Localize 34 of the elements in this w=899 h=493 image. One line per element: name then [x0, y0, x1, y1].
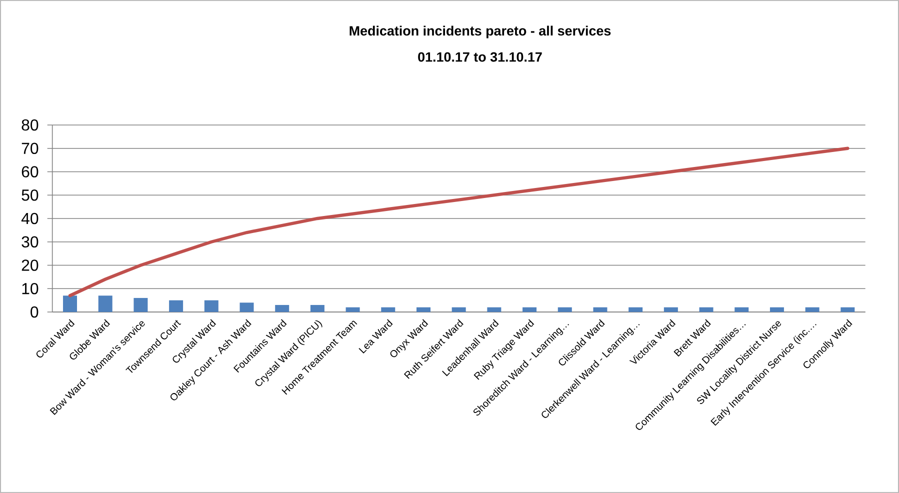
bar [558, 307, 572, 312]
y-tick-label: 70 [22, 142, 38, 154]
y-tick-label: 0 [30, 306, 38, 318]
y-tick-label: 10 [22, 282, 38, 294]
y-tick-label: 80 [22, 119, 38, 131]
y-tick-label: 20 [22, 260, 38, 271]
bar [699, 307, 714, 312]
bar [664, 307, 678, 312]
chart-title: Medication incidents pareto - all services [350, 26, 611, 38]
bar [134, 298, 148, 312]
bar [98, 296, 112, 312]
y-tick-label: 50 [22, 189, 38, 201]
bar [487, 307, 502, 312]
bar [63, 296, 78, 312]
bar [346, 307, 360, 312]
bar [770, 307, 784, 312]
bar [275, 304, 290, 312]
bar [628, 307, 643, 312]
bar [416, 307, 430, 312]
bar [522, 307, 537, 312]
bar [840, 307, 855, 312]
bar [240, 302, 254, 312]
chart-subtitle: 01.10.17 to 31.10.17 [418, 52, 542, 62]
bar [310, 304, 324, 312]
bar [169, 300, 184, 312]
y-tick-label: 30 [22, 236, 38, 248]
bar [452, 307, 466, 312]
bar [381, 307, 396, 312]
bar [593, 307, 608, 312]
bar [204, 300, 218, 312]
bar [734, 307, 749, 312]
y-tick-label: 60 [22, 166, 38, 178]
y-tick-label: 40 [21, 212, 38, 224]
bar [805, 307, 820, 312]
